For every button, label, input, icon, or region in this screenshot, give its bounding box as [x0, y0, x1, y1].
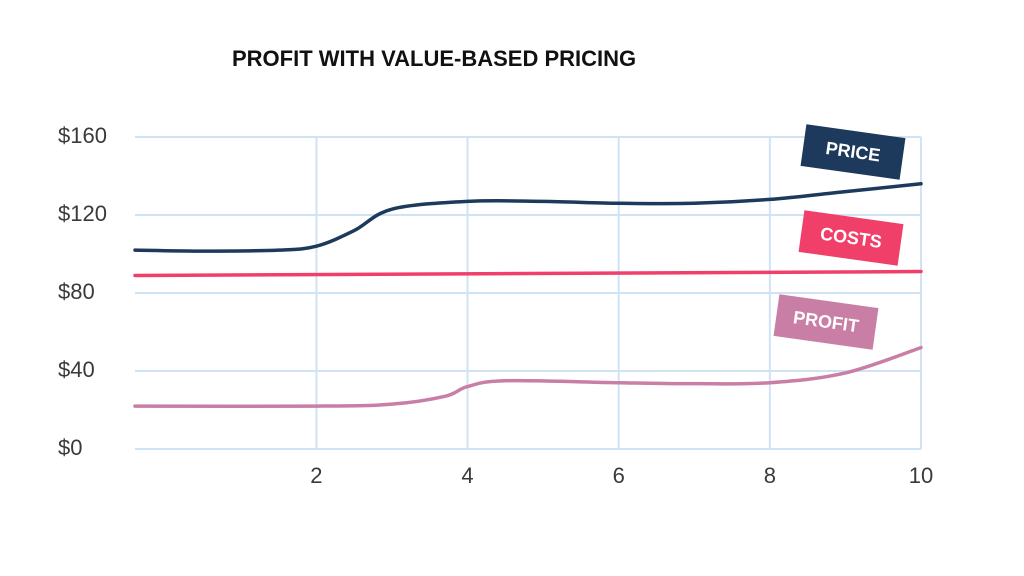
badge-box [773, 294, 879, 350]
line [133, 345, 923, 408]
line [133, 182, 923, 253]
x-tick-label: 2 [310, 463, 322, 488]
y-tick-label: $0 [58, 435, 82, 460]
x-tick-label: 4 [461, 463, 473, 488]
series-badge: PRICE [800, 124, 906, 180]
series-badge: PROFIT [773, 294, 879, 350]
x-tick-label: 10 [909, 463, 933, 488]
line [133, 269, 923, 278]
x-tick-label: 6 [613, 463, 625, 488]
chart-title: PROFIT WITH VALUE-BASED PRICING [232, 46, 636, 71]
badge-box [798, 210, 904, 266]
y-tick-label: $160 [58, 123, 107, 148]
series-badge: COSTS [798, 210, 904, 266]
y-tick-label: $80 [58, 279, 95, 304]
y-tick-label: $120 [58, 201, 107, 226]
badge-box [800, 124, 906, 180]
y-tick-label: $40 [58, 357, 95, 382]
x-tick-label: 8 [764, 463, 776, 488]
